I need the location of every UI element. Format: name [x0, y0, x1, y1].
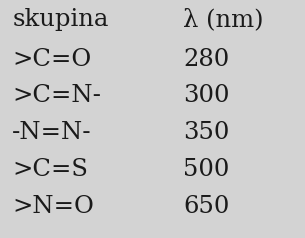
Text: 500: 500 [183, 158, 229, 181]
Text: >C=S: >C=S [12, 158, 88, 181]
Text: 300: 300 [183, 84, 229, 108]
Text: >N=O: >N=O [12, 195, 94, 218]
Text: >C=N-: >C=N- [12, 84, 101, 108]
Text: skupina: skupina [12, 8, 109, 31]
Text: >C=O: >C=O [12, 48, 92, 71]
Text: 350: 350 [183, 121, 229, 144]
Text: λ (nm): λ (nm) [183, 8, 264, 31]
Text: -N=N-: -N=N- [12, 121, 92, 144]
Text: 650: 650 [183, 195, 229, 218]
Text: 280: 280 [183, 48, 229, 71]
